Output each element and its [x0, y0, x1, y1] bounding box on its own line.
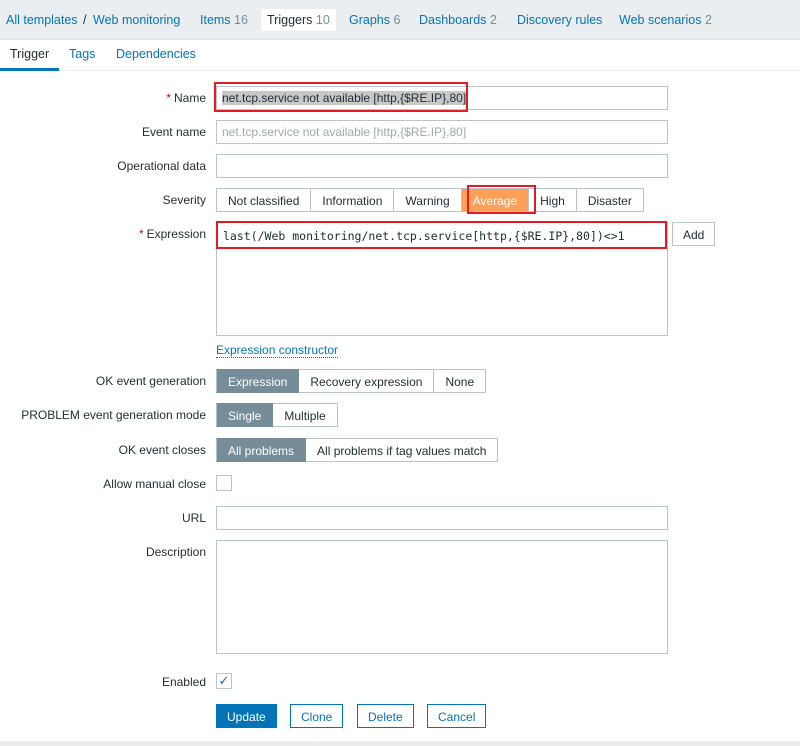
operational-data-input[interactable]	[216, 154, 668, 178]
nav-discovery-rules[interactable]: Discovery rules	[517, 13, 603, 27]
ok-gen-none[interactable]: None	[434, 369, 487, 393]
severity-not-classified[interactable]: Not classified	[216, 188, 312, 212]
expression-highlight	[216, 221, 667, 249]
severity-selector: Not classified Information Warning Avera…	[216, 188, 644, 212]
nav-triggers[interactable]: Triggers 10	[261, 9, 336, 31]
tab-trigger[interactable]: Trigger	[10, 47, 50, 61]
delete-button[interactable]: Delete	[357, 704, 414, 728]
nav-graphs[interactable]: Graphs 6	[349, 13, 401, 27]
ok-event-generation-selector: Expression Recovery expression None	[216, 369, 487, 393]
operational-data-label: Operational data	[117, 159, 206, 173]
add-button[interactable]: Add	[672, 222, 716, 246]
severity-highlight	[467, 185, 536, 214]
event-name-input[interactable]: net.tcp.service not available [http,{$RE…	[216, 120, 668, 144]
url-label: URL	[181, 511, 206, 525]
nav-web-scenarios[interactable]: Web scenarios 2	[619, 13, 712, 27]
severity-high[interactable]: High	[529, 188, 577, 212]
problem-mode-selector: Single Multiple	[216, 403, 338, 427]
nav-dashboards[interactable]: Dashboards 2	[419, 13, 497, 27]
active-tab-indicator	[0, 68, 59, 71]
severity-warning[interactable]: Warning	[394, 188, 462, 212]
enabled-checkbox[interactable]: ✓	[216, 673, 232, 689]
top-navigation: All templates / Web monitoring Items 16 …	[0, 0, 800, 40]
name-input[interactable]: net.tcp.service not available [http,{$RE…	[216, 86, 668, 110]
closes-tag-match[interactable]: All problems if tag values match	[306, 438, 499, 462]
tab-dependencies[interactable]: Dependencies	[116, 47, 196, 61]
closes-all-problems[interactable]: All problems	[216, 438, 307, 462]
event-name-label: Event name	[141, 125, 206, 139]
cancel-button[interactable]: Cancel	[427, 704, 487, 728]
description-label: Description	[145, 545, 206, 559]
manual-close-label: Allow manual close	[103, 477, 206, 491]
enabled-label: Enabled	[161, 675, 206, 689]
form-tabs: Trigger Tags Dependencies	[0, 40, 800, 71]
severity-information[interactable]: Information	[311, 188, 395, 212]
breadcrumb-all-templates[interactable]: All templates	[6, 13, 78, 27]
breadcrumb-web-monitoring[interactable]: Web monitoring	[93, 13, 181, 27]
breadcrumb-separator: /	[83, 13, 87, 27]
manual-close-checkbox[interactable]	[216, 475, 232, 491]
name-highlight	[214, 82, 468, 112]
severity-average[interactable]: Average	[461, 188, 530, 212]
ok-event-closes-selector: All problems All problems if tag values …	[216, 438, 499, 462]
description-textarea[interactable]	[216, 540, 668, 654]
name-label: * Name	[166, 91, 206, 105]
ok-gen-recovery-expression[interactable]: Recovery expression	[299, 369, 435, 393]
expression-label: * Expression	[138, 227, 206, 241]
severity-disaster[interactable]: Disaster	[576, 188, 644, 212]
ok-gen-expression[interactable]: Expression	[216, 369, 300, 393]
expression-constructor-link[interactable]: Expression constructor	[216, 343, 339, 358]
problem-mode-single[interactable]: Single	[216, 403, 274, 427]
update-button[interactable]: Update	[216, 704, 277, 728]
footer-divider	[0, 741, 800, 746]
url-input[interactable]	[216, 506, 668, 530]
clone-button[interactable]: Clone	[290, 704, 344, 728]
nav-items[interactable]: Items 16	[200, 13, 248, 27]
ok-event-closes-label: OK event closes	[118, 443, 206, 457]
problem-mode-label: PROBLEM event generation mode	[21, 408, 206, 422]
problem-mode-multiple[interactable]: Multiple	[273, 403, 338, 427]
ok-event-generation-label: OK event generation	[95, 374, 206, 388]
severity-label: Severity	[162, 193, 206, 207]
tab-tags[interactable]: Tags	[69, 47, 96, 61]
